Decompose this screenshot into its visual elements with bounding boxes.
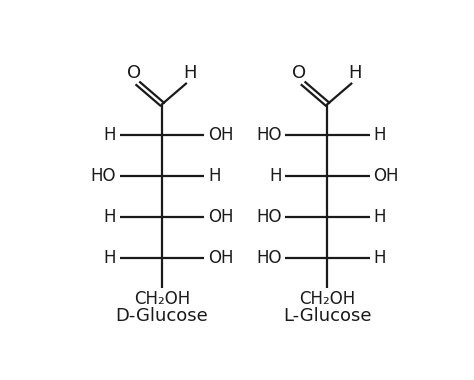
Text: HO: HO (256, 249, 282, 267)
Text: H: H (374, 126, 386, 144)
Text: OH: OH (374, 167, 399, 185)
Text: O: O (292, 64, 306, 82)
Text: H: H (208, 167, 220, 185)
Text: OH: OH (208, 249, 234, 267)
Text: H: H (374, 208, 386, 226)
Text: D-Glucose: D-Glucose (116, 307, 209, 325)
Text: H: H (374, 249, 386, 267)
Text: O: O (127, 64, 141, 82)
Text: HO: HO (91, 167, 116, 185)
Text: H: H (104, 208, 116, 226)
Text: OH: OH (208, 208, 234, 226)
Text: HO: HO (256, 126, 282, 144)
Text: H: H (269, 167, 282, 185)
Text: H: H (104, 126, 116, 144)
Text: H: H (183, 64, 196, 82)
Text: L-Glucose: L-Glucose (283, 307, 372, 325)
Text: OH: OH (208, 126, 234, 144)
Text: H: H (348, 64, 362, 82)
Text: CH₂OH: CH₂OH (134, 290, 190, 308)
Text: H: H (104, 249, 116, 267)
Text: CH₂OH: CH₂OH (299, 290, 356, 308)
Text: HO: HO (256, 208, 282, 226)
